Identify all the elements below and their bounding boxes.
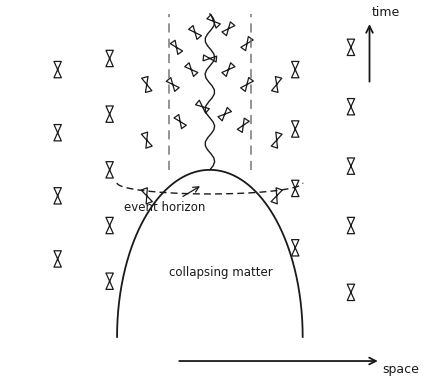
Text: event horizon: event horizon: [125, 187, 206, 214]
Text: time: time: [371, 6, 400, 19]
Text: space: space: [382, 363, 419, 376]
Text: collapsing matter: collapsing matter: [169, 266, 273, 279]
